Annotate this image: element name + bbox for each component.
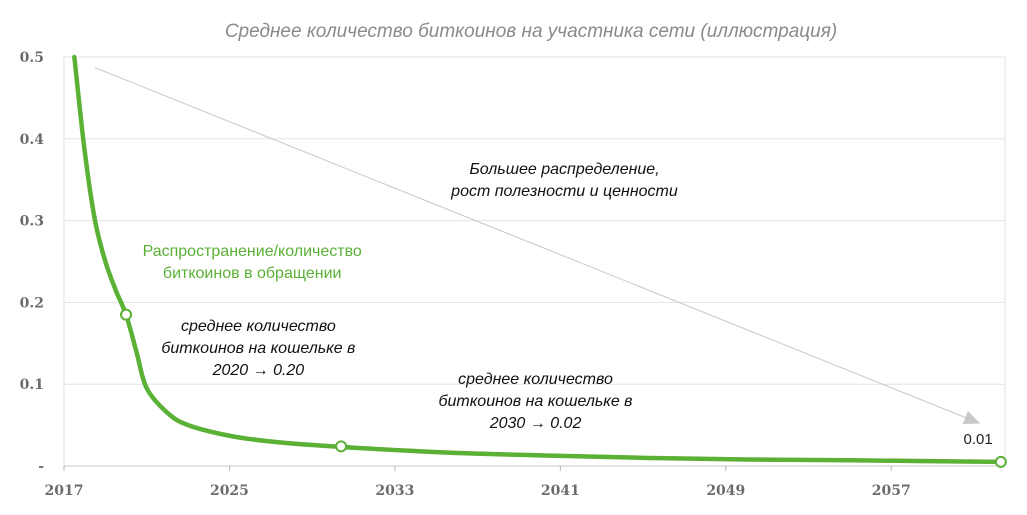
annotation-text: Большее распределение, рост полезности и …: [450, 161, 678, 200]
annotation-line: среднее количество: [458, 371, 613, 388]
annotation-line: 2030 → 0.02: [489, 415, 582, 432]
annotation-text: Распространение/количество биткоинов в об…: [143, 243, 362, 282]
data-point-marker: [994, 455, 1007, 468]
annotation-line: 0.01: [964, 431, 993, 448]
data-point-marker: [335, 440, 348, 453]
x-tick-label: 2017: [45, 483, 84, 499]
markers: [120, 308, 1007, 468]
y-tick-label: 0.4: [20, 132, 45, 148]
annotation-line: Большее распределение,: [469, 161, 659, 178]
x-tick-label: 2057: [872, 483, 911, 499]
y-tick-label: 0.3: [20, 214, 44, 230]
y-tick-label: 0.2: [20, 295, 44, 311]
y-tick-label: 0.1: [20, 377, 44, 393]
annotation-line: рост полезности и ценности: [450, 183, 678, 200]
x-tick-label: 2041: [541, 483, 580, 499]
chart-title: Среднее количество биткоинов на участник…: [225, 21, 837, 42]
annotation-line: биткоинов в обращении: [163, 265, 342, 282]
axes: 0.5 0.4 0.3 0.2 0.1 -2017 2025 2033 2041 2049 2057: [20, 50, 1005, 499]
trend-arrow-head: [962, 411, 981, 424]
annotation-line: Распространение/количество: [143, 243, 362, 260]
annotation-line: биткоинов на кошельке в: [439, 393, 633, 410]
trend-arrow: [94, 67, 981, 424]
trend-arrow-line: [94, 67, 966, 418]
annotation-text: среднее количество биткоинов на кошельке …: [439, 371, 633, 432]
series-line: [72, 54, 1004, 465]
series-layer: [72, 54, 1004, 465]
y-tick-label: -: [38, 459, 44, 475]
x-tick-label: 2033: [375, 483, 414, 499]
annotation-line: биткоинов на кошельке в: [161, 340, 355, 357]
data-point-marker: [120, 308, 133, 321]
x-tick-label: 2025: [210, 483, 249, 499]
annotations: Большее распределение, рост полезности и …: [143, 161, 993, 448]
annotation-line: среднее количество: [181, 318, 336, 335]
x-tick-label: 2049: [706, 483, 745, 499]
annotation-line: 2020 → 0.20: [212, 362, 305, 379]
y-tick-label: 0.5: [20, 50, 44, 66]
annotation-text: среднее количество биткоинов на кошельке …: [161, 318, 355, 379]
annotation-text: 0.01: [964, 431, 993, 448]
